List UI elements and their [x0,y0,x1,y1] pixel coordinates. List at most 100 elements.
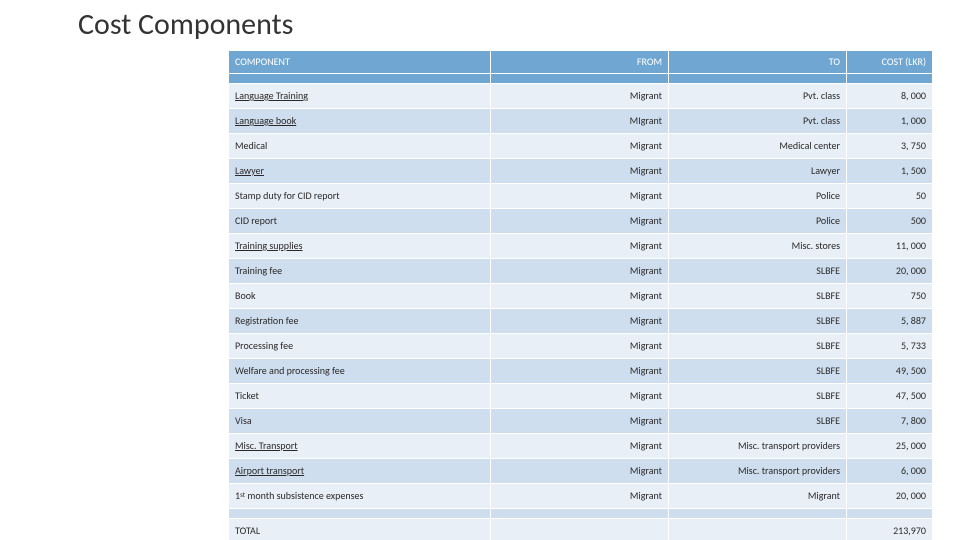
cell-component: Processing fee [229,334,491,359]
pre-total-spacer [229,509,933,519]
total-label: TOTAL [229,519,491,540]
cell-cost: 25, 000 [847,434,933,459]
table-row: Stamp duty for CID reportMigrantPolice50 [229,184,933,209]
cell-from: Migrant [491,359,669,384]
cell-from: Migrant [491,184,669,209]
table-row: CID reportMigrantPolice500 [229,209,933,234]
table-row: Language TrainingMigrantPvt. class8, 000 [229,84,933,109]
table-row: Processing feeMigrantSLBFE5, 733 [229,334,933,359]
table-row: MedicalMigrantMedical center3, 750 [229,134,933,159]
cell-to: SLBFE [669,384,847,409]
cell-from: Migrant [491,484,669,509]
cell-cost: 47, 500 [847,384,933,409]
cell-component: Book [229,284,491,309]
cell-cost: 8, 000 [847,84,933,109]
cell-cost: 750 [847,284,933,309]
cell-to: Pvt. class [669,84,847,109]
cell-from: Migrant [491,309,669,334]
cost-table-wrap: COMPONENT FROM TO COST (LKR) Language Tr… [228,50,932,540]
cell-to: Police [669,184,847,209]
cell-cost: 49, 500 [847,359,933,384]
cell-from: Migrant [491,234,669,259]
cell-cost: 3, 750 [847,134,933,159]
cell-cost: 5, 887 [847,309,933,334]
cell-to: Lawyer [669,159,847,184]
cell-from: MIgrant [491,109,669,134]
cell-from: Migrant [491,334,669,359]
cell-cost: 20, 000 [847,484,933,509]
table-header-row: COMPONENT FROM TO COST (LKR) [229,51,933,74]
col-cost: COST (LKR) [847,51,933,74]
cell-to: SLBFE [669,334,847,359]
cell-cost: 50 [847,184,933,209]
col-to: TO [669,51,847,74]
cell-component: Training fee [229,259,491,284]
cell-to: Police [669,209,847,234]
cell-component: Registration fee [229,309,491,334]
cell-component: Welfare and processing fee [229,359,491,384]
cell-cost: 500 [847,209,933,234]
cell-from: Migrant [491,84,669,109]
table-row: Registration feeMigrantSLBFE5, 887 [229,309,933,334]
col-component: COMPONENT [229,51,491,74]
cell-cost: 1, 500 [847,159,933,184]
cell-component: Medical [229,134,491,159]
cell-to: Migrant [669,484,847,509]
cell-from: Migrant [491,209,669,234]
cell-cost: 6, 000 [847,459,933,484]
table-row: TicketMigrantSLBFE47, 500 [229,384,933,409]
total-from [491,519,669,540]
table-row: Training suppliesMigrantMisc. stores11, … [229,234,933,259]
cell-from: Migrant [491,159,669,184]
cell-component: 1st month subsistence expenses [229,484,491,509]
cell-cost: 11, 000 [847,234,933,259]
cell-to: Medical center [669,134,847,159]
cell-from: Migrant [491,409,669,434]
total-cost: 213,970 [847,519,933,540]
page-title: Cost Components [78,6,293,43]
col-from: FROM [491,51,669,74]
cell-component: Language Training [229,84,491,109]
cell-cost: 20, 000 [847,259,933,284]
cell-from: Migrant [491,459,669,484]
table-row: Training feeMigrantSLBFE20, 000 [229,259,933,284]
table-row: Airport transportMigrantMisc. transport … [229,459,933,484]
cell-to: SLBFE [669,284,847,309]
table-row: LawyerMigrantLawyer1, 500 [229,159,933,184]
cell-to: SLBFE [669,409,847,434]
cell-component: Ticket [229,384,491,409]
cell-cost: 7, 800 [847,409,933,434]
cell-cost: 5, 733 [847,334,933,359]
table-row: Welfare and processing feeMigrantSLBFE49… [229,359,933,384]
cell-to: SLBFE [669,309,847,334]
cell-to: Pvt. class [669,109,847,134]
header-spacer [229,74,933,84]
cell-cost: 1, 000 [847,109,933,134]
cell-from: Migrant [491,384,669,409]
cell-from: Migrant [491,284,669,309]
table-row: Language bookMIgrantPvt. class1, 000 [229,109,933,134]
cell-to: SLBFE [669,259,847,284]
cell-component: Stamp duty for CID report [229,184,491,209]
cell-to: Misc. transport providers [669,459,847,484]
cell-component: Lawyer [229,159,491,184]
cell-from: Migrant [491,434,669,459]
cell-to: Misc. stores [669,234,847,259]
table-row: VisaMigrantSLBFE7, 800 [229,409,933,434]
cell-from: Migrant [491,259,669,284]
table-row: BookMigrantSLBFE750 [229,284,933,309]
total-to [669,519,847,540]
cell-component: CID report [229,209,491,234]
table-row: 1st month subsistence expensesMigrantMig… [229,484,933,509]
cell-component: Visa [229,409,491,434]
table-row: Misc. TransportMigrantMisc. transport pr… [229,434,933,459]
cell-to: SLBFE [669,359,847,384]
cell-component: Airport transport [229,459,491,484]
cell-from: Migrant [491,134,669,159]
cell-component: Misc. Transport [229,434,491,459]
cell-component: Training supplies [229,234,491,259]
cost-table: COMPONENT FROM TO COST (LKR) Language Tr… [228,50,933,540]
cell-component: Language book [229,109,491,134]
total-row: TOTAL 213,970 [229,519,933,540]
cell-to: Misc. transport providers [669,434,847,459]
